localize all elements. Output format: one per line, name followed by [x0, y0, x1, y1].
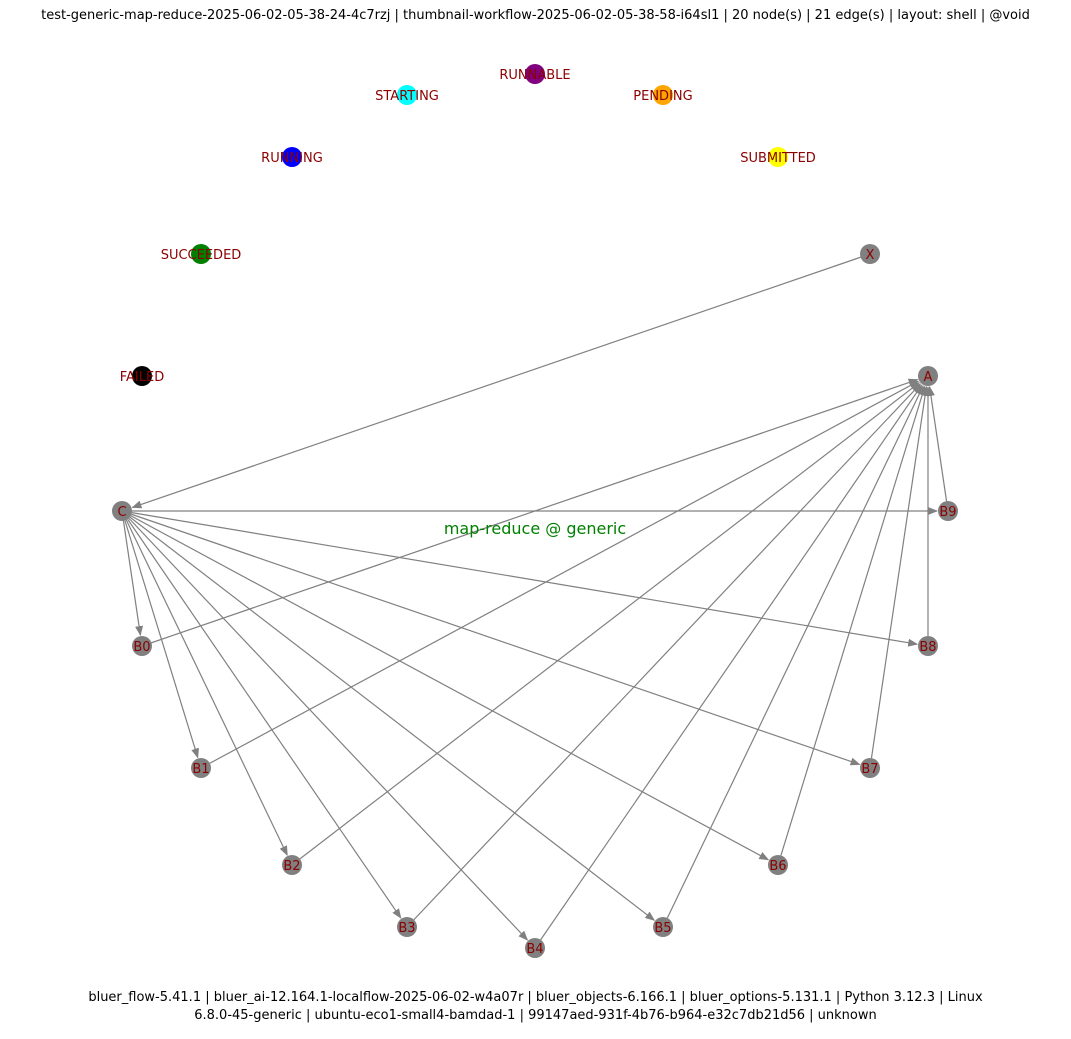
- node-runnable[interactable]: RUNNABLE: [499, 64, 571, 84]
- figure-header: test-generic-map-reduce-2025-06-02-05-38…: [41, 8, 1030, 23]
- node-b3-label: B3: [398, 921, 415, 936]
- node-c[interactable]: C: [112, 501, 132, 521]
- node-b5[interactable]: B5: [653, 917, 673, 937]
- edge-b0-to-a: [151, 378, 919, 644]
- edge-b5-to-a: [666, 385, 924, 919]
- node-b4-label: B4: [526, 942, 543, 957]
- node-b1[interactable]: B1: [191, 758, 211, 778]
- node-submitted-circle: [768, 147, 788, 167]
- node-b9-label: B9: [939, 505, 956, 520]
- node-b2-circle: [282, 855, 302, 875]
- node-b4-circle: [525, 938, 545, 958]
- edge-c-to-b7: [131, 513, 861, 766]
- node-b3-circle: [397, 917, 417, 937]
- nodes-layer: RUNNABLE STARTING PENDING RUNNING SUBMITTED S…: [112, 64, 958, 958]
- edge-b3-to-a: [413, 383, 922, 921]
- node-c-label: C: [117, 505, 126, 520]
- node-b0-label: B0: [133, 640, 150, 655]
- node-b7[interactable]: B7: [860, 758, 880, 778]
- edges-layer: [122, 256, 948, 941]
- footer-version-line: bluer_flow-5.41.1 | bluer_ai-12.164.1-lo…: [88, 990, 983, 1005]
- edge-c-to-b2: [125, 519, 288, 856]
- node-b6-label: B6: [769, 859, 786, 874]
- node-failed[interactable]: FAILED: [120, 366, 164, 386]
- node-b9-circle: [938, 501, 958, 521]
- node-succeeded-label: SUCCEEDED: [161, 248, 242, 263]
- node-starting-label: STARTING: [375, 89, 439, 104]
- node-runnable-label: RUNNABLE: [499, 68, 570, 83]
- edge-b7-to-a: [870, 385, 930, 759]
- node-pending[interactable]: PENDING: [633, 85, 693, 105]
- node-pending-circle: [653, 85, 673, 105]
- edge-b2-to-a: [299, 382, 921, 860]
- node-b8-label: B8: [919, 640, 936, 655]
- edge-c-to-b5: [129, 516, 656, 921]
- node-succeeded-circle: [191, 244, 211, 264]
- node-x-circle: [860, 244, 880, 264]
- node-running[interactable]: RUNNING: [261, 147, 323, 167]
- edge-b1-to-a: [209, 380, 920, 764]
- edge-b4-to-a: [540, 384, 923, 941]
- node-b6-circle: [768, 855, 788, 875]
- edge-b6-to-a: [780, 385, 926, 856]
- node-running-label: RUNNING: [261, 151, 323, 166]
- node-b7-circle: [860, 758, 880, 778]
- edge-c-to-b3: [127, 518, 402, 919]
- node-b2-label: B2: [283, 859, 300, 874]
- node-failed-circle: [132, 366, 152, 386]
- node-succeeded[interactable]: SUCCEEDED: [161, 244, 242, 264]
- edge-c-to-b0: [122, 520, 144, 637]
- node-pending-label: PENDING: [633, 89, 692, 104]
- edge-c-to-b8: [131, 512, 919, 647]
- edge-x-to-c: [131, 256, 861, 509]
- node-starting[interactable]: STARTING: [375, 85, 439, 105]
- node-b6[interactable]: B6: [768, 855, 788, 875]
- node-b4[interactable]: B4: [525, 938, 545, 958]
- diagram-caption: map-reduce @ generic: [444, 519, 626, 538]
- node-x[interactable]: X: [860, 244, 880, 264]
- node-failed-label: FAILED: [120, 370, 164, 385]
- node-b7-label: B7: [861, 762, 878, 777]
- node-submitted-label: SUBMITTED: [740, 151, 816, 166]
- node-submitted[interactable]: SUBMITTED: [740, 147, 816, 167]
- node-x-label: X: [866, 248, 875, 263]
- edge-b9-to-a: [926, 385, 948, 502]
- node-b8[interactable]: B8: [918, 636, 938, 656]
- footer-system-line: 6.8.0-45-generic | ubuntu-eco1-small4-ba…: [194, 1008, 877, 1023]
- node-b0-circle: [132, 636, 152, 656]
- node-b1-circle: [191, 758, 211, 778]
- edge-c-to-b6: [130, 515, 770, 861]
- node-starting-circle: [397, 85, 417, 105]
- node-c-circle: [112, 501, 132, 521]
- node-runnable-circle: [525, 64, 545, 84]
- node-b8-circle: [918, 636, 938, 656]
- node-b9[interactable]: B9: [938, 501, 958, 521]
- node-b0[interactable]: B0: [132, 636, 152, 656]
- node-a-circle: [918, 366, 938, 386]
- node-b2[interactable]: B2: [282, 855, 302, 875]
- node-a[interactable]: A: [918, 366, 938, 386]
- node-b5-label: B5: [654, 921, 671, 936]
- node-running-circle: [282, 147, 302, 167]
- node-a-label: A: [924, 370, 933, 385]
- node-b5-circle: [653, 917, 673, 937]
- node-b3[interactable]: B3: [397, 917, 417, 937]
- node-b1-label: B1: [192, 762, 209, 777]
